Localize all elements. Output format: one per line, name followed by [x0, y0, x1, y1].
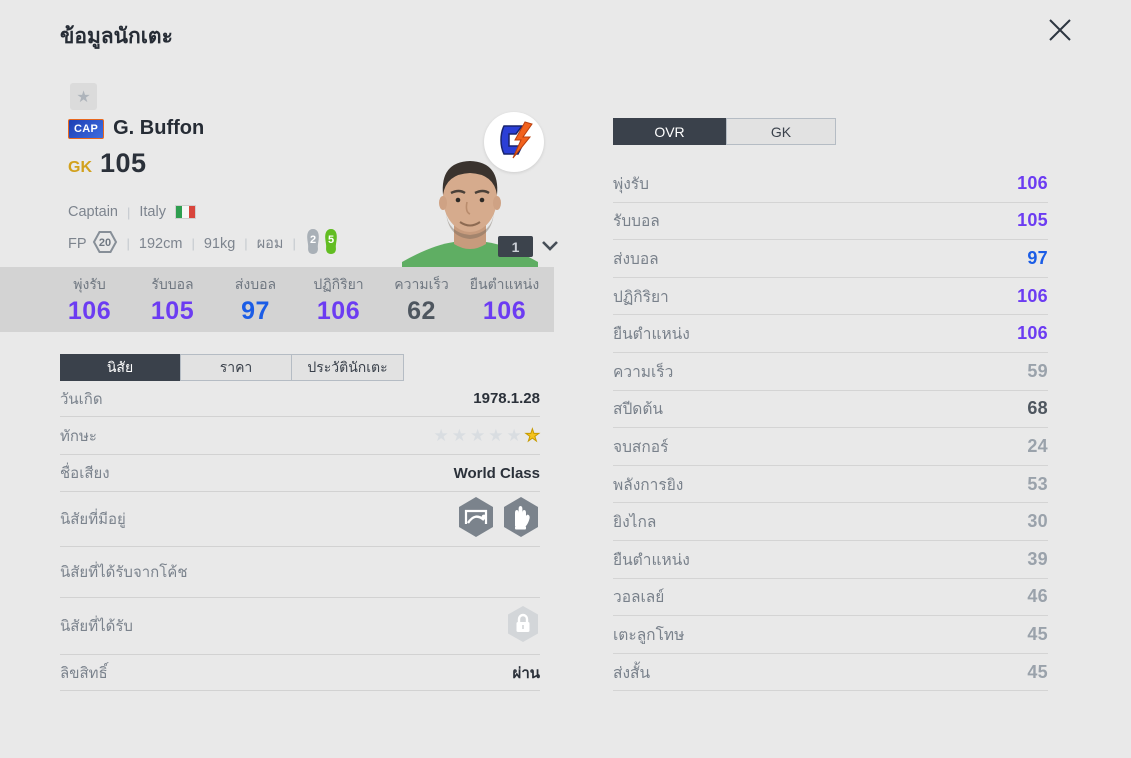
tab-history[interactable]: ประวัตินักเตะ: [291, 354, 404, 381]
stat-row: รับบอล 105: [613, 203, 1048, 241]
italy-flag-icon: [174, 205, 196, 219]
overall-rating: 105: [100, 148, 147, 178]
body-type-value: ผอม: [256, 236, 284, 252]
detail-row-traits-received: นิสัยที่ได้รับ: [60, 598, 540, 655]
nation-label: Italy: [139, 204, 166, 220]
tab-ovr[interactable]: OVR: [613, 118, 726, 145]
weight-value: 91kg: [203, 235, 236, 252]
gk-glove-trait-icon: [502, 496, 540, 543]
stats-list: พุ่งรับ 106 รับบอล 105 ส่งบอล 97 ปฏิกิริ…: [613, 165, 1048, 692]
favorite-star-button[interactable]: ★: [70, 83, 97, 110]
captain-badge: CAP: [68, 118, 105, 139]
stat-row: พลังการยิง 53: [613, 466, 1048, 504]
star-icon: ★: [470, 425, 486, 445]
quick-stat: รับบอล 105: [150, 276, 195, 325]
svg-text:20: 20: [98, 237, 110, 249]
star-icon: ★: [76, 88, 91, 106]
weak-foot-icon: 2: [305, 228, 321, 259]
quick-stat: ส่งบอล 97: [234, 276, 277, 325]
stat-row: เตะลูกโทษ 45: [613, 616, 1048, 654]
detail-row-fame: ชื่อเสียง World Class: [60, 455, 540, 492]
owned-trait-icons: [457, 496, 540, 543]
tab-gk[interactable]: GK: [726, 118, 836, 145]
player-meta-role-nation: Captain | Italy: [68, 204, 196, 220]
role-label: Captain: [68, 204, 118, 220]
card-level-dropdown[interactable]: 1: [498, 236, 559, 257]
fp-hexagon-badge-icon: 20: [92, 230, 118, 258]
detail-list: วันเกิด 1978.1.28 ทักษะ ★ ★ ★ ★ ★ ★ ชื่อ…: [60, 381, 541, 691]
season-badge: [484, 112, 544, 172]
quick-stat: ความเร็ว 62: [394, 276, 449, 325]
fp-group: FP 20: [68, 230, 118, 258]
stat-row: ยืนตำแหน่ง 39: [613, 541, 1048, 579]
detail-tabs: นิสัย ราคา ประวัตินักเตะ: [60, 354, 404, 381]
chevron-down-icon: [541, 238, 559, 256]
star-icon: ★: [433, 425, 449, 445]
stat-row: ส่งบอล 97: [613, 240, 1048, 278]
quick-stat: ยืนตำแหน่ง 106: [469, 276, 540, 325]
tab-price[interactable]: ราคา: [180, 354, 291, 381]
license-value: ผ่าน: [512, 664, 540, 682]
detail-row-license: ลิขสิทธิ์ ผ่าน: [60, 655, 540, 691]
quick-stat: พุ่งรับ 106: [67, 276, 112, 325]
player-rating-row: GK 105: [68, 148, 147, 179]
page-title: ข้อมูลนักเตะ: [60, 25, 173, 48]
svg-text:5: 5: [328, 234, 334, 246]
fp-label: FP: [68, 235, 87, 252]
fame-value: World Class: [453, 464, 540, 482]
svg-text:2: 2: [310, 234, 316, 246]
season-logo-icon: [492, 118, 536, 167]
skill-stars: ★ ★ ★ ★ ★ ★: [433, 425, 541, 446]
player-photo: [396, 150, 544, 268]
star-icon: ★: [506, 425, 522, 445]
height-value: 192cm: [138, 235, 183, 252]
star-icon: ★: [524, 425, 540, 445]
star-icon: ★: [451, 425, 467, 445]
stats-panel-tabs: OVR GK: [613, 118, 836, 145]
player-name: G. Buffon: [113, 117, 205, 139]
detail-row-traits-owned: นิสัยที่มีอยู่: [60, 492, 540, 547]
strong-foot-icon: 5: [323, 228, 339, 259]
player-name-row: CAP G. Buffon: [68, 117, 204, 140]
stat-row: จบสกอร์ 24: [613, 428, 1048, 466]
birthdate-value: 1978.1.28: [473, 390, 540, 407]
locked-trait-icon: [506, 605, 540, 648]
stat-row: ความเร็ว 59: [613, 353, 1048, 391]
gk-diving-save-trait-icon: [457, 496, 495, 543]
quick-stat: ปฏิกิริยา 106: [313, 276, 364, 325]
detail-row-skill: ทักษะ ★ ★ ★ ★ ★ ★: [60, 417, 541, 455]
foot-ratings: 2 5: [305, 228, 339, 259]
close-icon: [1045, 15, 1075, 50]
player-meta-physical: FP 20 | 192cm | 91kg | ผอม | 2: [68, 228, 339, 259]
quick-stats-band: [0, 267, 554, 332]
tab-traits[interactable]: นิสัย: [60, 354, 180, 381]
stat-row: สปีดต้น 68: [613, 391, 1048, 429]
close-button[interactable]: [1042, 14, 1078, 50]
position-label: GK: [68, 159, 92, 176]
quick-stats-row: พุ่งรับ 106 รับบอล 105 ส่งบอล 97 ปฏิกิริ…: [48, 274, 546, 326]
stat-row: ส่งสั้น 45: [613, 654, 1048, 692]
stat-row: ยิงไกล 30: [613, 503, 1048, 541]
stat-row: ปฏิกิริยา 106: [613, 278, 1048, 316]
stat-row: วอลเลย์ 46: [613, 579, 1048, 617]
stat-row: พุ่งรับ 106: [613, 165, 1048, 203]
detail-row-birthdate: วันเกิด 1978.1.28: [60, 381, 540, 417]
detail-row-traits-coach: นิสัยที่ได้รับจากโค้ช: [60, 547, 540, 598]
star-icon: ★: [488, 425, 504, 445]
card-level-value: 1: [498, 236, 533, 257]
stat-row: ยืนตำแหน่ง 106: [613, 315, 1048, 353]
